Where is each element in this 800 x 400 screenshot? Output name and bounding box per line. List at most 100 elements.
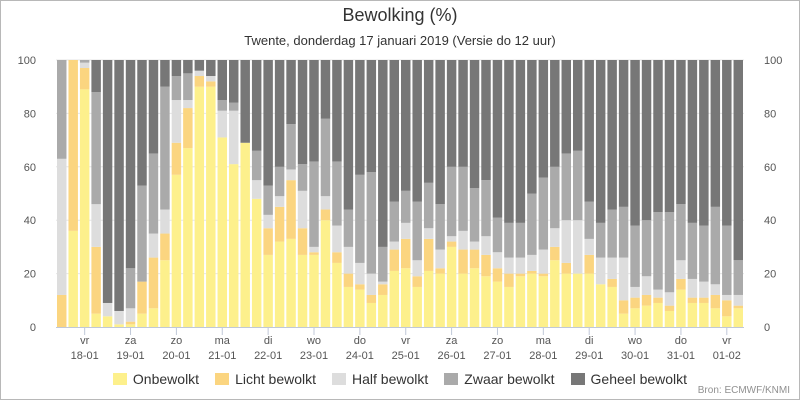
bar-segment-onbewolkt bbox=[492, 281, 503, 327]
bar-segment-geheel-bewolkt bbox=[332, 60, 342, 162]
bar-segment-zwaar-bewolkt bbox=[389, 201, 399, 242]
bar-segment-licht-bewolkt bbox=[527, 270, 537, 274]
bar-segment-onbewolkt bbox=[148, 308, 159, 327]
bar-segment-zwaar-bewolkt bbox=[332, 161, 342, 226]
x-tick-label-day: za bbox=[125, 335, 138, 347]
y-tick-label-right: 0 bbox=[764, 322, 770, 334]
bar-segment-geheel-bewolkt bbox=[710, 60, 721, 207]
bar-segment-half-bewolkt bbox=[102, 302, 113, 317]
bar-segment-onbewolkt bbox=[573, 273, 583, 327]
bar-segment-geheel-bewolkt bbox=[515, 60, 526, 223]
bar-segment-onbewolkt bbox=[194, 86, 205, 327]
bar-segment-onbewolkt bbox=[595, 284, 606, 327]
bar-segment-onbewolkt bbox=[584, 273, 594, 327]
bar-segment-licht-bewolkt bbox=[515, 273, 526, 277]
bar-segment-half-bewolkt bbox=[114, 310, 124, 325]
bar-segment-half-bewolkt bbox=[607, 257, 617, 279]
x-tick-label-date: 23-01 bbox=[300, 350, 328, 362]
bar-segment-half-bewolkt bbox=[194, 70, 205, 77]
bar-segment-zwaar-bewolkt bbox=[515, 222, 526, 258]
bar-segment-onbewolkt bbox=[79, 89, 90, 328]
bar-segment-onbewolkt bbox=[171, 174, 182, 327]
bar-segment-licht-bewolkt bbox=[550, 246, 560, 261]
y-tick-label-left: 80 bbox=[24, 108, 36, 120]
legend-swatch bbox=[570, 373, 585, 385]
bar-segment-onbewolkt bbox=[114, 324, 124, 327]
bar-segment-zwaar-bewolkt bbox=[607, 209, 617, 258]
bar-segment-half-bewolkt bbox=[664, 292, 675, 306]
bar-segment-onbewolkt bbox=[687, 302, 698, 327]
bar-segment-half-bewolkt bbox=[722, 294, 732, 301]
bar-segment-zwaar-bewolkt bbox=[584, 201, 594, 239]
bar-segment-licht-bewolkt bbox=[676, 278, 686, 290]
bar-segment-onbewolkt bbox=[91, 313, 101, 327]
chart-subtitle: Twente, donderdag 17 januari 2019 (Versi… bbox=[244, 33, 556, 48]
bar-segment-onbewolkt bbox=[722, 316, 732, 327]
bar-segment-onbewolkt bbox=[423, 270, 434, 327]
bar-segment-licht-bewolkt bbox=[160, 233, 170, 261]
bar-segment-half-bewolkt bbox=[561, 220, 571, 263]
bar-segment-onbewolkt bbox=[125, 324, 136, 327]
bar-segment-zwaar-bewolkt bbox=[229, 102, 239, 111]
bar-segment-onbewolkt bbox=[699, 302, 709, 327]
bar-segment-onbewolkt bbox=[653, 302, 663, 327]
bar-segment-zwaar-bewolkt bbox=[504, 222, 514, 258]
bar-segment-licht-bewolkt bbox=[137, 281, 147, 314]
bar-segment-licht-bewolkt bbox=[91, 246, 101, 314]
x-tick-label-date: 20-01 bbox=[162, 350, 190, 362]
bar-segment-zwaar-bewolkt bbox=[527, 193, 537, 255]
bar-segment-licht-bewolkt bbox=[435, 268, 445, 274]
bar-segment-onbewolkt bbox=[641, 305, 652, 327]
legend-item-onbewolkt[interactable]: Onbewolkt bbox=[112, 371, 199, 387]
bar-segment-geheel-bewolkt bbox=[618, 60, 629, 207]
bar-segment-geheel-bewolkt bbox=[687, 60, 698, 223]
x-tick-label-date: 29-01 bbox=[575, 350, 603, 362]
legend-item-half-bewolkt[interactable]: Half bewolkt bbox=[332, 371, 428, 387]
bar-segment-geheel-bewolkt bbox=[641, 60, 652, 221]
bar-segment-onbewolkt bbox=[378, 294, 388, 327]
bar-segment-half-bewolkt bbox=[343, 246, 354, 274]
x-tick-label-day: do bbox=[675, 335, 687, 347]
bar-segment-zwaar-bewolkt bbox=[251, 150, 262, 181]
y-tick-label-right: 20 bbox=[764, 269, 776, 281]
bar-segment-licht-bewolkt bbox=[309, 252, 319, 255]
legend-item-geheel-bewolkt[interactable]: Geheel bewolkt bbox=[570, 371, 687, 387]
bar-segment-onbewolkt bbox=[366, 302, 377, 327]
bar-segment-onbewolkt bbox=[401, 268, 411, 327]
legend-item-licht-bewolkt[interactable]: Licht bewolkt bbox=[215, 371, 316, 387]
bar-segment-half-bewolkt bbox=[653, 289, 663, 298]
bar-segment-onbewolkt bbox=[229, 164, 239, 327]
bar-segment-licht-bewolkt bbox=[446, 241, 457, 247]
bar-segment-zwaar-bewolkt bbox=[687, 222, 698, 279]
bar-segment-half-bewolkt bbox=[401, 222, 411, 239]
bar-segment-zwaar-bewolkt bbox=[641, 220, 652, 277]
bar-segment-geheel-bewolkt bbox=[607, 60, 617, 210]
bar-segment-licht-bewolkt bbox=[57, 294, 67, 327]
bar-segment-zwaar-bewolkt bbox=[217, 100, 227, 111]
bar-segment-licht-bewolkt bbox=[343, 273, 354, 287]
legend-swatch bbox=[444, 373, 459, 385]
bar-segment-onbewolkt bbox=[309, 254, 319, 327]
bar-segment-zwaar-bewolkt bbox=[469, 188, 480, 242]
y-tick-label-right: 40 bbox=[764, 215, 776, 227]
x-tick-label-date: 30-01 bbox=[621, 350, 649, 362]
x-tick-label-day: zo bbox=[492, 335, 504, 347]
y-tick-label-left: 0 bbox=[30, 322, 36, 334]
legend-item-zwaar-bewolkt[interactable]: Zwaar bewolkt bbox=[444, 371, 555, 387]
x-tick-label-date: 21-01 bbox=[208, 350, 236, 362]
legend-label: Half bewolkt bbox=[352, 371, 429, 387]
bar-segment-licht-bewolkt bbox=[183, 108, 193, 149]
bar-segment-geheel-bewolkt bbox=[217, 60, 227, 101]
credits[interactable]: Bron: ECMWF/KNMI bbox=[697, 385, 790, 396]
bar-segment-zwaar-bewolkt bbox=[618, 206, 629, 258]
x-tick-label-date: 27-01 bbox=[483, 350, 511, 362]
bar-segment-geheel-bewolkt bbox=[240, 60, 250, 143]
bar-segment-half-bewolkt bbox=[710, 284, 721, 295]
bar-segment-half-bewolkt bbox=[320, 196, 331, 210]
bar-segment-zwaar-bewolkt bbox=[676, 204, 686, 261]
bar-segment-licht-bewolkt bbox=[401, 238, 411, 269]
bar-segment-onbewolkt bbox=[297, 254, 308, 327]
x-tick-label-day: wo bbox=[627, 335, 642, 347]
bar-segment-geheel-bewolkt bbox=[676, 60, 686, 205]
